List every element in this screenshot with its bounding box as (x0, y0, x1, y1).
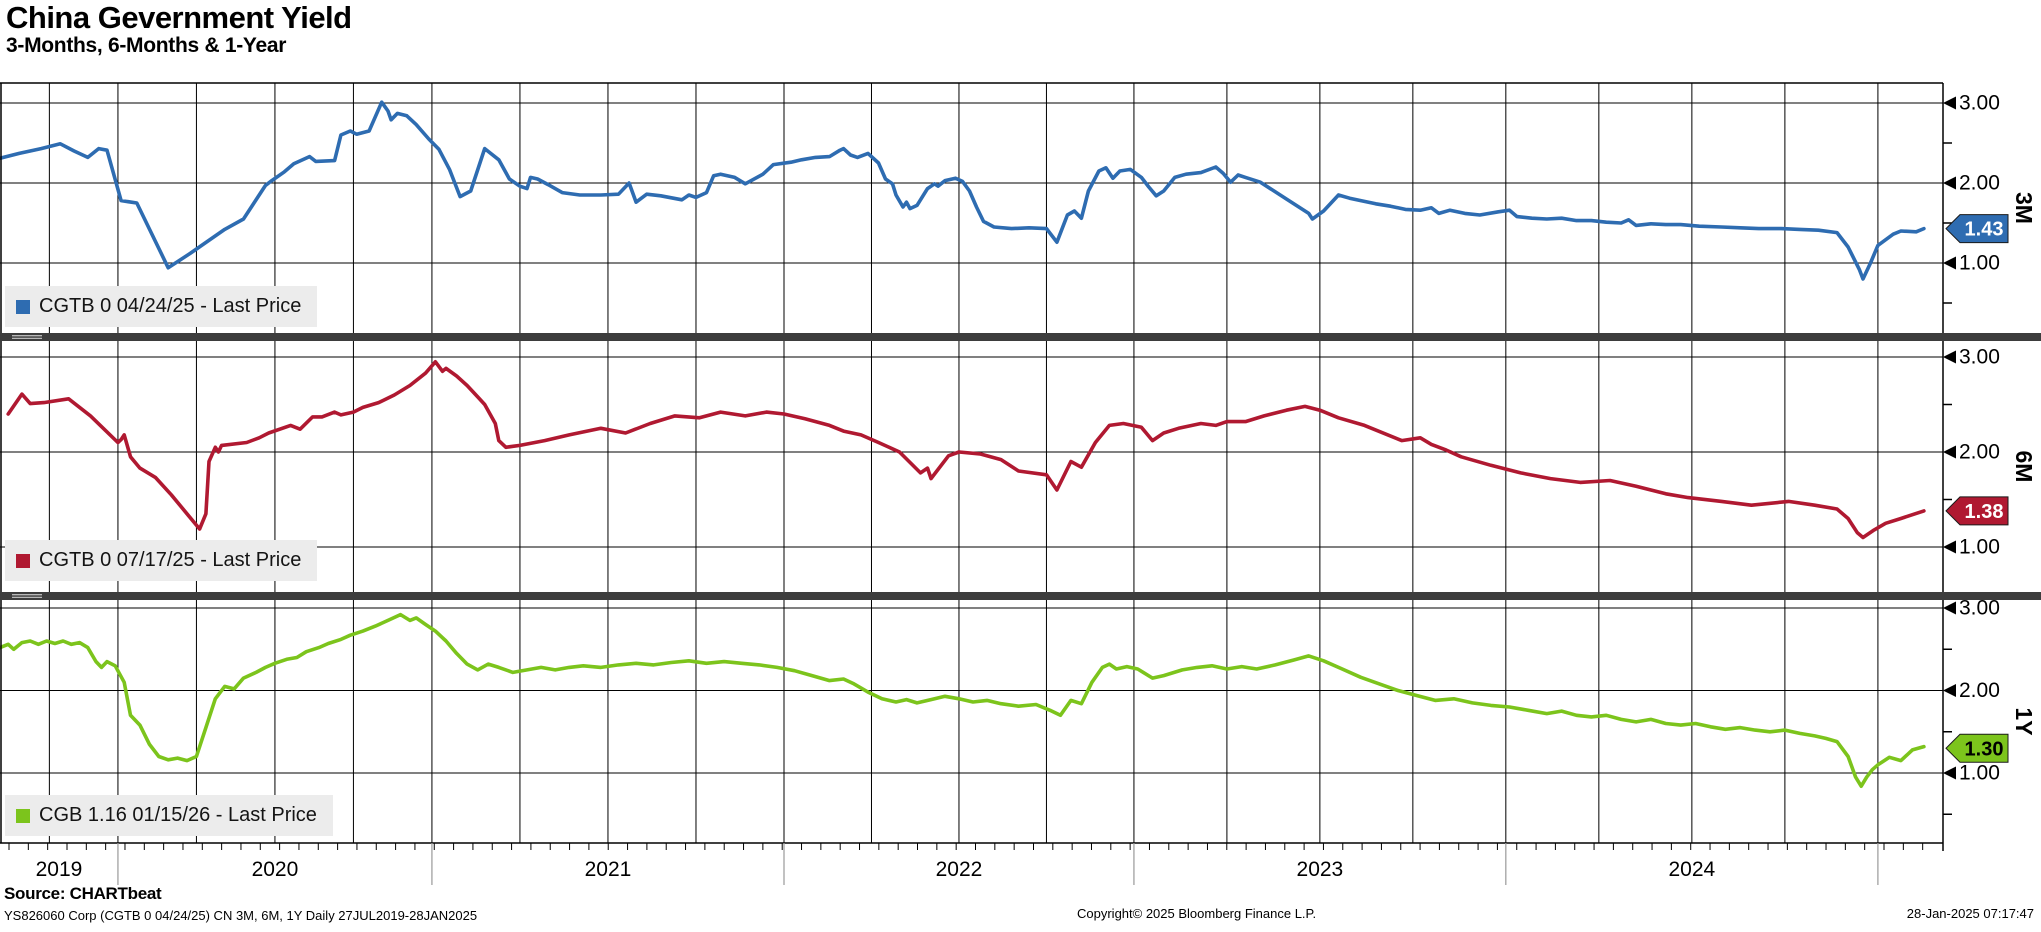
series-line-3m (0, 100, 1926, 281)
y-major-tick-arrow-icon (1943, 540, 1956, 554)
legend-1y[interactable]: CGB 1.16 01/15/26 - Last Price (5, 795, 333, 836)
y-major-tick-arrow-icon (1943, 766, 1956, 780)
legend-3m-label: CGTB 0 04/24/25 - Last Price (39, 295, 302, 317)
y-tick-label: 3.00 (1959, 597, 2000, 620)
x-year-label: 2023 (1297, 858, 1344, 881)
x-year-label: 2019 (36, 858, 83, 881)
security-meta: YS826060 Corp (CGTB 0 04/24/25) CN 3M, 6… (4, 908, 478, 923)
y-tick-label: 1.00 (1959, 536, 2000, 559)
source-note: Source: CHARTbeat (4, 884, 162, 903)
last-price-tag-1y (1945, 733, 2009, 763)
x-year-label: 2024 (1669, 858, 1716, 881)
last-price-value-6m: 1.38 (1965, 501, 2004, 523)
y-tick-label: 3.00 (1959, 346, 2000, 369)
legend-6m[interactable]: CGTB 0 07/17/25 - Last Price (5, 540, 318, 581)
copyright-note: Copyright© 2025 Bloomberg Finance L.P. (1077, 906, 1317, 921)
last-price-tag-3m (1945, 214, 2009, 244)
series-line-1y (0, 612, 1926, 789)
legend-1y-swatch-icon (16, 808, 30, 823)
legend-1y-label: CGB 1.16 01/15/26 - Last Price (39, 804, 317, 826)
y-tick-label: 2.00 (1959, 679, 2000, 702)
y-major-tick-arrow-icon (1943, 256, 1956, 270)
series-line-6m (6, 359, 1926, 540)
panel-axis-name-1y: 1Y (2011, 707, 2037, 735)
x-year-label: 2020 (252, 858, 299, 881)
y-major-tick-arrow-icon (1943, 601, 1956, 615)
legend-6m-swatch-icon (16, 553, 30, 568)
last-price-value-3m: 1.43 (1965, 219, 2004, 241)
panel-axis-name-6m: 6M (2011, 451, 2037, 483)
chart-subtitle: 3-Months, 6-Months & 1-Year (6, 34, 287, 57)
panel-separator-1 (0, 333, 2041, 341)
y-major-tick-arrow-icon (1943, 445, 1956, 459)
y-tick-label: 1.00 (1959, 762, 2000, 785)
last-price-tag-6m (1945, 496, 2009, 526)
y-tick-label: 1.00 (1959, 252, 2000, 275)
x-year-label: 2022 (936, 858, 983, 881)
legend-6m-label: CGTB 0 07/17/25 - Last Price (39, 549, 302, 571)
y-major-tick-arrow-icon (1943, 350, 1956, 364)
y-major-tick-arrow-icon (1943, 176, 1956, 190)
legend-3m-swatch-icon (16, 299, 30, 314)
panel-axis-name-3m: 3M (2011, 192, 2037, 224)
timestamp: 28-Jan-2025 07:17:47 (1906, 906, 2034, 921)
x-year-label: 2021 (585, 858, 632, 881)
y-tick-label: 3.00 (1959, 92, 2000, 115)
legend-3m[interactable]: CGTB 0 04/24/25 - Last Price (5, 286, 318, 327)
y-tick-label: 2.00 (1959, 172, 2000, 195)
y-major-tick-arrow-icon (1943, 684, 1956, 697)
panel-separator-2 (0, 592, 2041, 600)
last-price-value-1y: 1.30 (1965, 738, 2004, 760)
y-tick-label: 2.00 (1959, 441, 2000, 464)
chart-title: China Gevernment Yield (6, 0, 352, 35)
y-major-tick-arrow-icon (1943, 96, 1956, 110)
